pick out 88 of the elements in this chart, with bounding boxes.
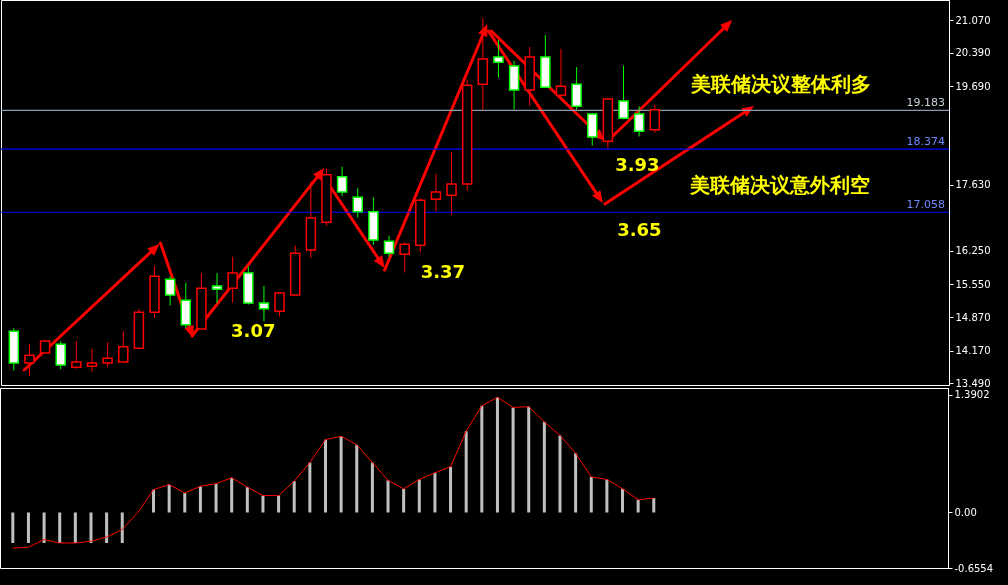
candlestick: [227, 256, 238, 304]
candlestick: [446, 151, 457, 216]
bar: [73, 512, 77, 543]
bar: [214, 483, 218, 513]
bar: [636, 499, 640, 513]
bar: [511, 407, 515, 513]
ref-line-label: 19.183: [906, 96, 945, 110]
y-tick-label: 14.870: [955, 311, 991, 323]
bar: [105, 512, 109, 543]
candlestick: [587, 112, 598, 147]
candlestick: [571, 66, 582, 111]
bar: [89, 512, 93, 543]
bar: [480, 405, 484, 513]
bar: [464, 431, 468, 513]
candlestick: [430, 173, 442, 213]
bar: [339, 436, 343, 513]
bar: [152, 489, 156, 513]
candlestick: [55, 340, 66, 370]
annotation: 3.93: [615, 154, 660, 175]
annotation: 美联储决议意外利空: [688, 173, 870, 197]
candlestick: [493, 39, 504, 79]
ref-line-label: 17.058: [906, 198, 945, 212]
candlestick: [211, 272, 223, 304]
candlestick: [399, 241, 410, 273]
bar: [58, 512, 62, 543]
candlestick: [555, 48, 567, 97]
bar: [120, 512, 124, 543]
y-tick-label: 19.690: [955, 80, 991, 92]
y-tick-label: 14.170: [955, 345, 991, 357]
candlestick: [102, 341, 113, 368]
candlestick: [352, 187, 363, 218]
bar: [652, 498, 656, 513]
bar: [355, 444, 359, 513]
candlestick: [336, 166, 348, 197]
bar: [433, 472, 437, 513]
candlestick: [71, 340, 82, 370]
annotation: 3.07: [231, 320, 276, 341]
bar: [527, 406, 531, 513]
candlestick: [508, 60, 520, 111]
bar: [402, 488, 406, 513]
candlestick: [633, 105, 645, 137]
bar: [417, 479, 421, 513]
bar: [589, 476, 593, 513]
bar: [11, 512, 15, 543]
candlestick: [618, 65, 629, 120]
annotation: 3.37: [420, 261, 466, 282]
annotation: 美联储决议整体利多: [689, 72, 871, 96]
bar: [370, 462, 374, 513]
bar: [230, 477, 234, 513]
bar: [245, 487, 249, 513]
bar: [323, 439, 327, 513]
bar: [277, 495, 281, 513]
line-series: [12, 396, 655, 549]
candlestick: [258, 285, 270, 322]
candlestick: [164, 275, 176, 307]
bar: [386, 480, 390, 513]
ref-line-label: 18.374: [906, 135, 945, 149]
bar: [574, 453, 578, 513]
y-tick-label: 13.490: [955, 377, 991, 389]
candlestick: [86, 348, 98, 373]
bar: [605, 479, 609, 513]
y-tick-label: 0.00: [954, 506, 977, 518]
bar: [495, 397, 499, 513]
candlestick: [274, 292, 285, 318]
y-tick-label: 15.550: [955, 278, 991, 290]
bar: [261, 495, 265, 513]
bar: [621, 488, 625, 513]
candlestick: [24, 343, 35, 377]
annotation: 3.65: [617, 219, 662, 240]
y-tick-label: 1.3902: [954, 389, 990, 401]
candlestick: [118, 330, 129, 363]
y-tick-label: 21.070: [955, 14, 991, 26]
y-tick-label: 16.250: [955, 245, 991, 257]
candlestick: [383, 235, 395, 258]
bar: [558, 435, 562, 513]
bar: [449, 466, 453, 513]
bar: [292, 481, 296, 513]
bar: [26, 512, 30, 543]
bar: [542, 421, 546, 513]
y-tick-label: -0.6554: [954, 562, 994, 574]
y-tick-label: 20.390: [955, 47, 991, 59]
bar: [42, 512, 46, 543]
bar: [167, 484, 171, 513]
bar: [198, 486, 202, 513]
bar: [308, 462, 312, 513]
y-tick-label: 17.630: [955, 179, 991, 191]
candlestick: [649, 104, 661, 134]
bar: [183, 493, 187, 513]
